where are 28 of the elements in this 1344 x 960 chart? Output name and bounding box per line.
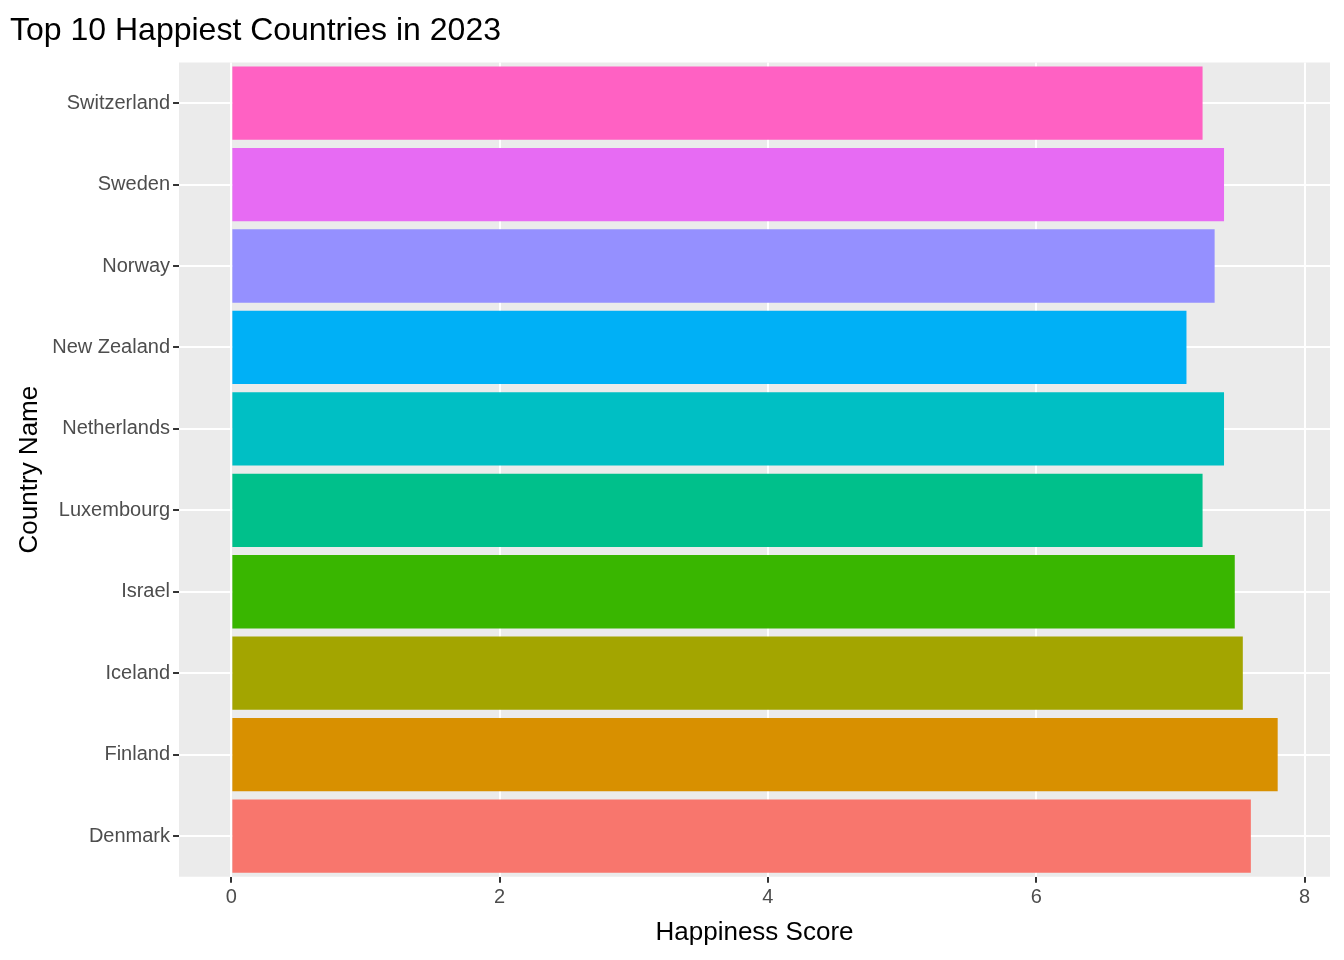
bar xyxy=(232,473,1203,547)
x-tick-label: 4 xyxy=(762,885,774,908)
x-tick-label: 8 xyxy=(1298,885,1311,908)
bar xyxy=(232,555,1235,629)
bar xyxy=(232,636,1243,710)
y-tick-label: New Zealand xyxy=(52,334,171,357)
chart-title: Top 10 Happiest Countries in 2023 xyxy=(10,11,501,48)
y-axis-title: Country Name xyxy=(12,385,43,554)
bar xyxy=(232,392,1225,466)
bar xyxy=(232,147,1225,222)
bar xyxy=(232,66,1203,140)
y-tick-label: Israel xyxy=(121,579,171,602)
bar xyxy=(232,799,1251,873)
x-tick-label: 6 xyxy=(1030,885,1042,908)
y-tick-label: Sweden xyxy=(97,172,171,195)
x-tick-label: 2 xyxy=(494,885,506,908)
y-tick-label: Norway xyxy=(102,253,171,276)
y-tick-label: Finland xyxy=(104,742,171,765)
bar xyxy=(232,229,1215,303)
x-axis-title: Happiness Score xyxy=(655,915,854,946)
x-tick-label: 0 xyxy=(225,885,237,908)
y-tick-label: Denmark xyxy=(88,823,172,846)
y-tick-label: Luxembourg xyxy=(58,497,171,520)
y-tick-label: Iceland xyxy=(105,660,171,683)
y-tick-label: Netherlands xyxy=(62,416,171,439)
bar xyxy=(232,717,1278,792)
bar xyxy=(232,310,1187,385)
y-tick-label: Switzerland xyxy=(66,90,171,113)
